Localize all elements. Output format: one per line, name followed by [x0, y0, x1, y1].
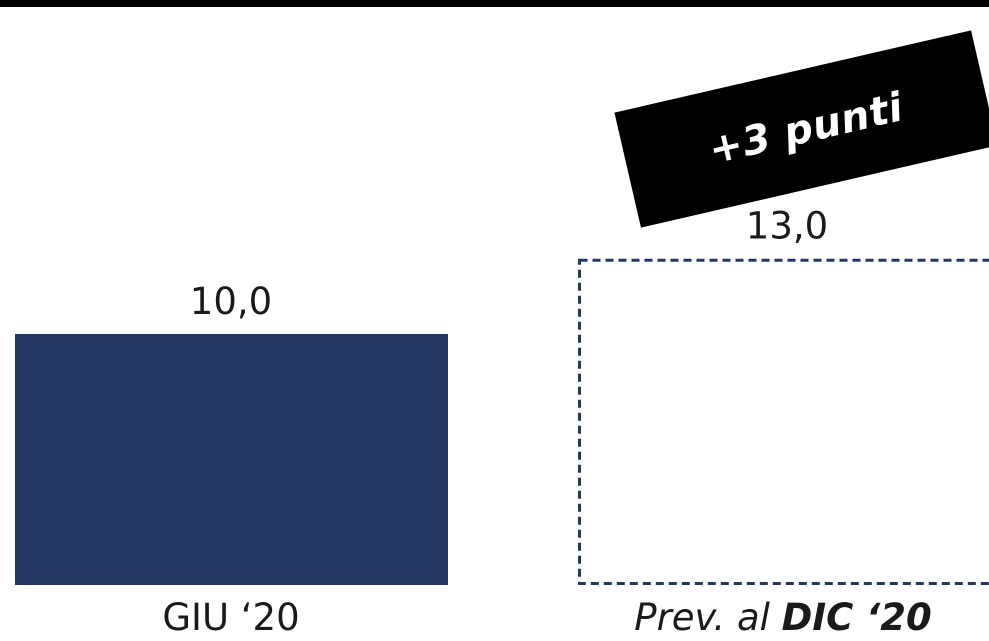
bar-actual [15, 334, 448, 585]
data-label: 13,0 [746, 205, 828, 248]
change-badge-label: +3 punti [704, 84, 908, 174]
category-label-prefix: Prev. al [634, 596, 782, 639]
category-label-forecast-dic-20: Prev. al DIC ‘20 [634, 596, 931, 639]
bars-layer [15, 258, 989, 585]
top-bar [0, 0, 989, 7]
data-label: 10,0 [190, 280, 272, 323]
bar-forecast [578, 258, 989, 585]
category-label-bold: DIC ‘20 [781, 596, 932, 639]
category-label-text: GIU ‘20 [162, 596, 300, 639]
category-label-giu-20: GIU ‘20 [162, 596, 299, 639]
value-labels-layer: 10,0 13,0 [190, 205, 828, 323]
